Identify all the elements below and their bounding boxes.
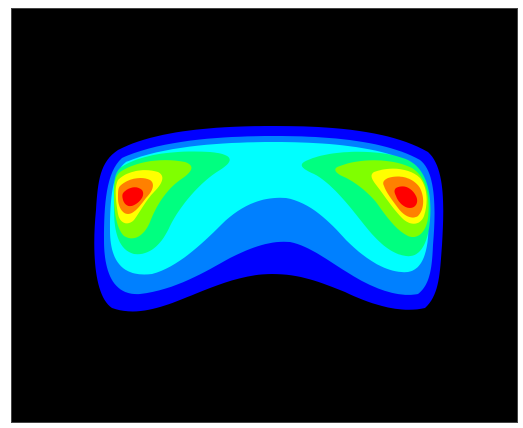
contour-level-8-left [122, 187, 144, 207]
contour-level-8-right [394, 186, 418, 208]
